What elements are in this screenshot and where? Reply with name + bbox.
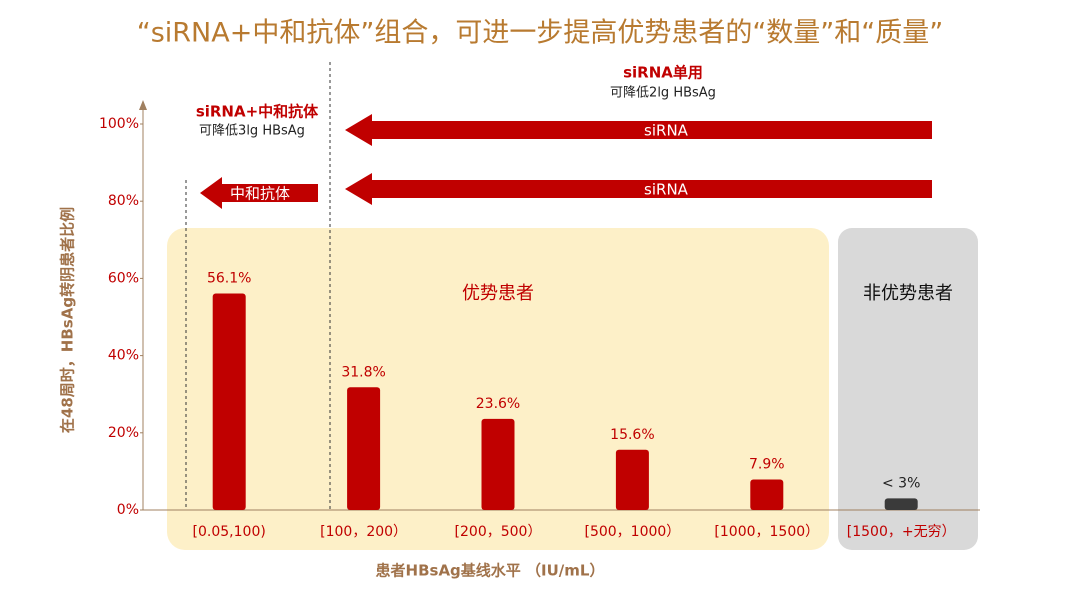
bar bbox=[884, 498, 918, 510]
arrow-label: 中和抗体 bbox=[230, 185, 290, 203]
y-tick-label: 40% bbox=[108, 348, 139, 364]
annotation: siRNA+中和抗体 bbox=[196, 103, 319, 121]
region-label: 非优势患者 bbox=[863, 283, 953, 304]
favorable-region bbox=[167, 228, 829, 550]
y-tick-label: 60% bbox=[108, 270, 139, 286]
annotation: siRNA单用 bbox=[623, 64, 703, 82]
arrow bbox=[200, 177, 318, 209]
y-tick-label: 20% bbox=[108, 425, 139, 441]
y-tick-label: 100% bbox=[99, 116, 139, 132]
y-axis-arrow bbox=[139, 100, 147, 110]
x-tick-label: [0.05,100) bbox=[193, 524, 266, 540]
value-label: 23.6% bbox=[476, 396, 520, 412]
bar bbox=[347, 387, 381, 510]
x-tick-label: [200，500） bbox=[455, 524, 542, 540]
chart-title: “siRNA+中和抗体”组合，可进一步提高优势患者的“数量”和“质量” bbox=[137, 18, 944, 49]
arrow bbox=[345, 173, 932, 205]
x-tick-label: [100，200） bbox=[320, 524, 407, 540]
value-label: 7.9% bbox=[749, 457, 785, 473]
y-axis-label: 在48周时，HBsAg转阴患者比例 bbox=[59, 207, 77, 433]
arrow-label: siRNA bbox=[644, 181, 689, 199]
arrow-label: siRNA bbox=[644, 122, 689, 140]
x-tick-label: [1500，+无穷） bbox=[847, 524, 956, 540]
bar bbox=[212, 293, 246, 510]
x-axis-label: 患者HBsAg基线水平 （IU/mL） bbox=[376, 562, 605, 580]
value-label: < 3% bbox=[882, 475, 920, 491]
value-label: 31.8% bbox=[341, 364, 385, 380]
x-tick-label: [500，1000） bbox=[584, 524, 680, 540]
x-tick-label: [1000，1500） bbox=[714, 524, 819, 540]
unfavorable-region bbox=[838, 228, 978, 550]
annotation: 可降低3lg HBsAg bbox=[199, 124, 305, 139]
bar bbox=[481, 418, 515, 510]
bar bbox=[615, 449, 649, 510]
y-tick-label: 0% bbox=[117, 502, 139, 518]
value-label: 56.1% bbox=[207, 270, 251, 286]
arrow bbox=[345, 114, 932, 146]
annotation: 可降低2lg HBsAg bbox=[610, 86, 716, 101]
y-tick-label: 80% bbox=[108, 193, 139, 209]
bar bbox=[750, 479, 784, 510]
value-label: 15.6% bbox=[610, 427, 654, 443]
region-label: 优势患者 bbox=[462, 283, 534, 304]
